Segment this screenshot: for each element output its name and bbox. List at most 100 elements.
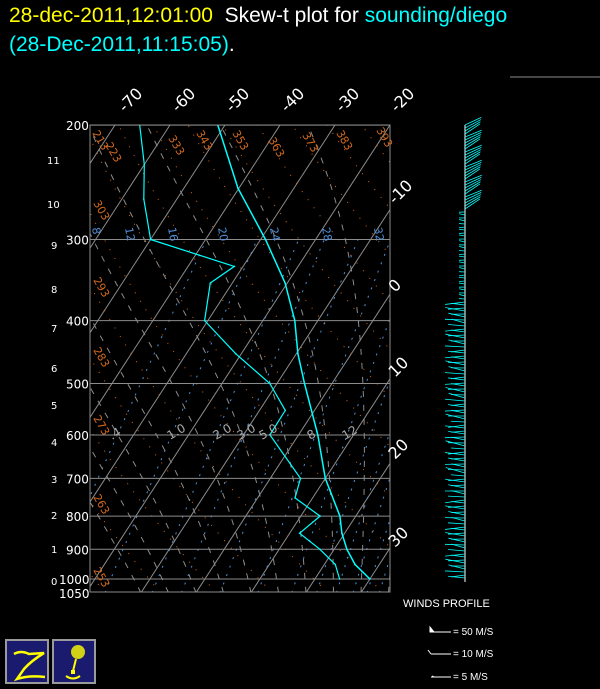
height-label: 5 <box>51 401 57 412</box>
temperature-right-label: 10 <box>384 353 412 381</box>
height-label: 3 <box>51 475 57 486</box>
dry-adiabat-label: 223 <box>102 140 124 165</box>
wind-barb <box>445 382 466 385</box>
moist-adiabat-line <box>307 125 365 592</box>
dewpoint-trace <box>139 125 341 580</box>
mixing-ratio-line <box>90 239 207 498</box>
wind-barb <box>450 420 466 423</box>
wind-barb <box>445 398 466 402</box>
wind-barb <box>444 543 466 546</box>
temperature-right-label: 30 <box>384 523 412 551</box>
wind-barb <box>451 527 466 531</box>
height-label: 2 <box>51 511 57 522</box>
dewpoint-point <box>334 563 337 566</box>
dewpoint-point <box>269 434 271 436</box>
timestamp: 28-dec-2011,12:01:00 <box>9 4 213 27</box>
wind-barb <box>451 329 466 333</box>
wind-barb <box>448 324 466 327</box>
temperature-point <box>341 532 343 534</box>
wind-barb <box>448 511 466 516</box>
pressure-label: 1000 <box>59 573 90 587</box>
temperature-top-label: -60 <box>167 84 199 116</box>
isotherm-line <box>250 377 390 592</box>
weather-balloon-icon <box>65 645 85 680</box>
dry-adiabat-line <box>431 125 600 593</box>
wind-barb <box>448 424 466 428</box>
sounding-balloon-button[interactable] <box>52 639 96 684</box>
dewpoint-point <box>298 532 301 534</box>
temperature-point <box>324 477 327 480</box>
mixing-ratio-line <box>316 378 390 592</box>
zoom-app-button[interactable] <box>5 639 49 684</box>
wind-barb <box>459 234 466 237</box>
title-period: . <box>228 33 235 56</box>
temperature-right-label: 20 <box>384 435 412 463</box>
isotherm-line <box>90 125 281 419</box>
wind-barb <box>448 350 466 354</box>
wind-barb <box>448 339 466 345</box>
wind-barb <box>451 409 466 414</box>
wind-barb <box>448 478 466 482</box>
temperature-top-label: -30 <box>331 84 363 116</box>
winds-profile <box>444 117 482 582</box>
wind-barb <box>448 404 466 408</box>
wind-barb <box>445 301 466 305</box>
wind-barb <box>464 117 482 126</box>
temperature-right-label: 0 <box>384 275 405 296</box>
dewpoint-point <box>233 265 236 268</box>
wind-barb <box>448 549 466 552</box>
observation-time: (28-Dec-2011,11:15:05) <box>9 33 229 56</box>
pressure-label: 200 <box>66 119 89 133</box>
wind-barb <box>448 457 466 462</box>
moist-adiabat-line <box>90 316 224 592</box>
wind-barb <box>448 559 466 562</box>
wind-barb <box>448 334 466 337</box>
dewpoint-point <box>294 497 296 499</box>
height-label: 10 <box>47 200 60 211</box>
height-label: 4 <box>51 438 57 449</box>
dry-adiabat-line <box>222 125 390 351</box>
mixing-ratio-line <box>104 239 258 592</box>
dry-adiabat-line <box>257 125 390 303</box>
wind-barb <box>459 213 466 216</box>
wind-barb <box>464 196 481 207</box>
mixing-ratio-label: 24 <box>267 226 282 242</box>
pressure-label: 400 <box>66 315 89 329</box>
height-label: 9 <box>51 241 57 252</box>
moist-adiabat-label: 2.0 <box>211 421 235 443</box>
dry-adiabat-line <box>291 125 390 256</box>
temperature-point <box>303 382 306 385</box>
wind-barb <box>459 282 466 285</box>
moist-adiabat-label: 12 <box>340 423 360 443</box>
dry-adiabat-line <box>570 125 600 593</box>
dry-adiabat-line <box>118 125 390 498</box>
wind-barb <box>451 436 466 441</box>
wind-barb <box>459 267 466 270</box>
wind-barb <box>464 174 482 183</box>
wind-barb <box>459 294 466 297</box>
temperature-point <box>293 319 296 322</box>
wind-barb <box>464 183 481 195</box>
mixing-ratio-label: 8 <box>89 226 103 235</box>
wind-barb <box>464 194 482 204</box>
wind-barb <box>445 505 466 510</box>
temperature-point <box>297 353 299 355</box>
wind-barb <box>464 121 481 132</box>
isotherm-line <box>416 125 600 593</box>
isotherm-line <box>140 208 390 592</box>
dry-adiabat-line <box>90 572 105 592</box>
wind-barb <box>448 522 466 525</box>
wind-barb <box>445 413 466 420</box>
wind-barb <box>448 575 466 579</box>
wind-barb <box>464 166 481 177</box>
pressure-label: 500 <box>66 378 89 392</box>
pressure-label: 700 <box>66 472 89 486</box>
wind-barb <box>464 132 482 141</box>
wind-barb <box>445 360 466 366</box>
moist-adiabat-line <box>90 501 142 592</box>
wind-barb <box>451 356 466 360</box>
dry-adiabat-label: 263 <box>90 492 112 517</box>
wind-barb <box>451 490 466 495</box>
moist-adiabat-line <box>146 125 307 592</box>
wind-barb <box>459 240 466 243</box>
